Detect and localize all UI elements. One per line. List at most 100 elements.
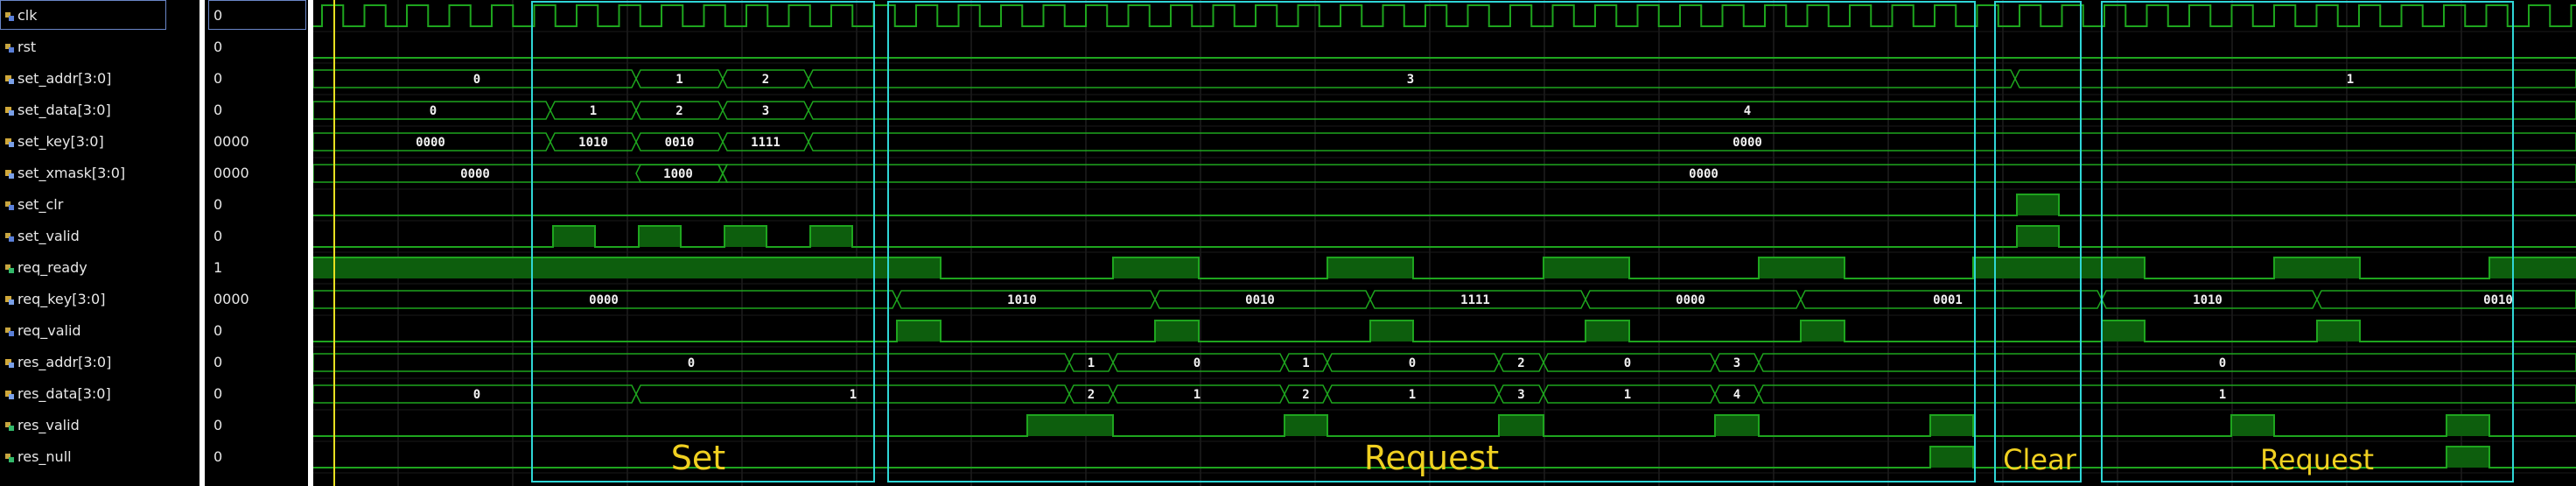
pulse-fill <box>1113 257 1199 278</box>
bus-value-label: 0000 <box>589 293 619 307</box>
res_data-waveform <box>635 384 1070 404</box>
signal-value[interactable]: 0 <box>214 228 223 244</box>
set_key-waveform <box>808 132 2576 151</box>
pulse-fill <box>1284 415 1327 436</box>
bus-value-label: 2 <box>676 104 682 118</box>
bus-value-label: 2 <box>1302 388 1309 402</box>
bus-value-label: 1 <box>590 104 597 118</box>
signal-value[interactable]: 1 <box>214 259 223 276</box>
res_addr-waveform <box>1284 353 1328 372</box>
pane-divider[interactable] <box>308 0 313 486</box>
signal-value[interactable]: 0 <box>214 448 223 465</box>
pulse-fill <box>2317 320 2360 342</box>
res_addr-waveform <box>1758 353 2576 372</box>
signal-name-label: res_addr[3:0] <box>18 354 112 370</box>
signal-name-row[interactable]: set_key[3:0] <box>5 126 104 158</box>
bus-value-label: 0001 <box>1933 293 1963 307</box>
region-label: Request <box>2260 443 2374 476</box>
bus-value-label: 1 <box>2347 73 2354 87</box>
signal-name-row[interactable]: set_xmask[3:0] <box>5 158 125 189</box>
signal-value[interactable]: 0 <box>214 39 223 55</box>
set_valid-waveform <box>313 225 2576 248</box>
bus-value-label: 4 <box>1733 388 1740 402</box>
pulse-fill <box>1586 320 1629 342</box>
signal-name-row[interactable]: clk <box>5 0 38 32</box>
bus-value-label: 1000 <box>663 167 693 181</box>
set_addr-waveform <box>313 69 637 88</box>
pulse-fill <box>313 257 941 278</box>
signal-name-row[interactable]: rst <box>5 32 36 63</box>
set_data-waveform <box>313 101 551 120</box>
bus-signal-icon <box>5 391 14 399</box>
signal-name-label: req_ready <box>18 259 88 276</box>
signal-name-row[interactable]: res_null <box>5 441 72 473</box>
res_addr-waveform <box>313 353 1070 372</box>
pane-divider[interactable] <box>200 0 205 486</box>
bus-value-label: 1 <box>1194 388 1200 402</box>
signal-name-label: req_valid <box>18 322 81 339</box>
signal-name-row[interactable]: res_addr[3:0] <box>5 347 111 378</box>
pulse-fill <box>1715 415 1759 436</box>
bus-value-label: 1111 <box>751 136 780 150</box>
bus-value-label: 0 <box>473 388 480 402</box>
signal-name-row[interactable]: res_data[3:0] <box>5 378 111 410</box>
bus-value-label: 1 <box>2219 388 2226 402</box>
req_key-waveform <box>2316 290 2576 309</box>
pulse-fill <box>1973 257 2145 278</box>
bus-value-label: 3 <box>1407 73 1414 87</box>
bus-value-label: 0010 <box>1245 293 1275 307</box>
pulse-fill <box>2017 194 2059 215</box>
signal-value[interactable]: 0 <box>214 385 223 402</box>
signal-name-row[interactable]: res_valid <box>5 410 80 441</box>
signal-name-row[interactable]: req_valid <box>5 315 81 347</box>
signal-name-row[interactable]: req_ready <box>5 252 88 284</box>
signal-value[interactable]: 0 <box>214 196 223 213</box>
signal-value[interactable]: 0000 <box>214 291 249 307</box>
bus-value-label: 0 <box>430 104 437 118</box>
set_data-waveform <box>808 101 2576 120</box>
signal-value[interactable]: 0000 <box>214 165 249 181</box>
pulse-fill <box>1499 415 1544 436</box>
signal-name-row[interactable]: set_addr[3:0] <box>5 63 111 95</box>
bus-value-label: 1 <box>1088 356 1095 370</box>
set_addr-waveform <box>2014 69 2576 88</box>
signal-name-row[interactable]: set_clr <box>5 189 63 221</box>
wire-signal-icon <box>5 328 14 336</box>
signal-name-label: req_key[3:0] <box>18 291 106 307</box>
set_key-waveform <box>313 132 551 151</box>
signal-name-row[interactable]: set_valid <box>5 221 80 252</box>
region-box <box>531 1 875 482</box>
wire-signal-icon <box>5 454 14 462</box>
pulse-fill <box>1759 257 1844 278</box>
pulse-fill <box>639 226 681 247</box>
bus-signal-icon <box>5 138 14 147</box>
signal-value[interactable]: 0 <box>214 7 223 24</box>
bus-value-label: 4 <box>1744 104 1751 118</box>
bus-value-label: 2 <box>1517 356 1524 370</box>
signal-name-row[interactable]: set_data[3:0] <box>5 95 111 126</box>
wire-signal-icon <box>5 12 14 21</box>
clk-waveform <box>313 4 2576 27</box>
pulse-fill <box>2489 257 2576 278</box>
signal-value[interactable]: 0 <box>214 417 223 433</box>
pulse-fill <box>1801 320 1844 342</box>
signal-value-pane: 0 0 0 0 0000 0000 0 0 1 0000 0 0 0 0 0 <box>205 0 308 486</box>
signal-value[interactable]: 0 <box>214 322 223 339</box>
pulse-fill <box>2102 320 2145 342</box>
set_data-waveform <box>722 101 809 120</box>
signal-name-row[interactable]: req_key[3:0] <box>5 284 105 315</box>
signal-value[interactable]: 0 <box>214 354 223 370</box>
signal-value[interactable]: 0 <box>214 70 223 87</box>
signal-value[interactable]: 0 <box>214 102 223 118</box>
pulse-fill <box>2017 226 2059 247</box>
res_addr-waveform <box>1543 353 1716 372</box>
bus-value-label: 0 <box>1194 356 1200 370</box>
req_key-waveform <box>313 290 898 309</box>
wire-signal-icon <box>5 201 14 210</box>
res_addr-waveform <box>1112 353 1285 372</box>
signal-value[interactable]: 0000 <box>214 133 249 150</box>
wire-signal-icon <box>5 44 14 53</box>
req_key-waveform <box>1585 290 1802 309</box>
res_data-waveform <box>1112 384 1285 404</box>
